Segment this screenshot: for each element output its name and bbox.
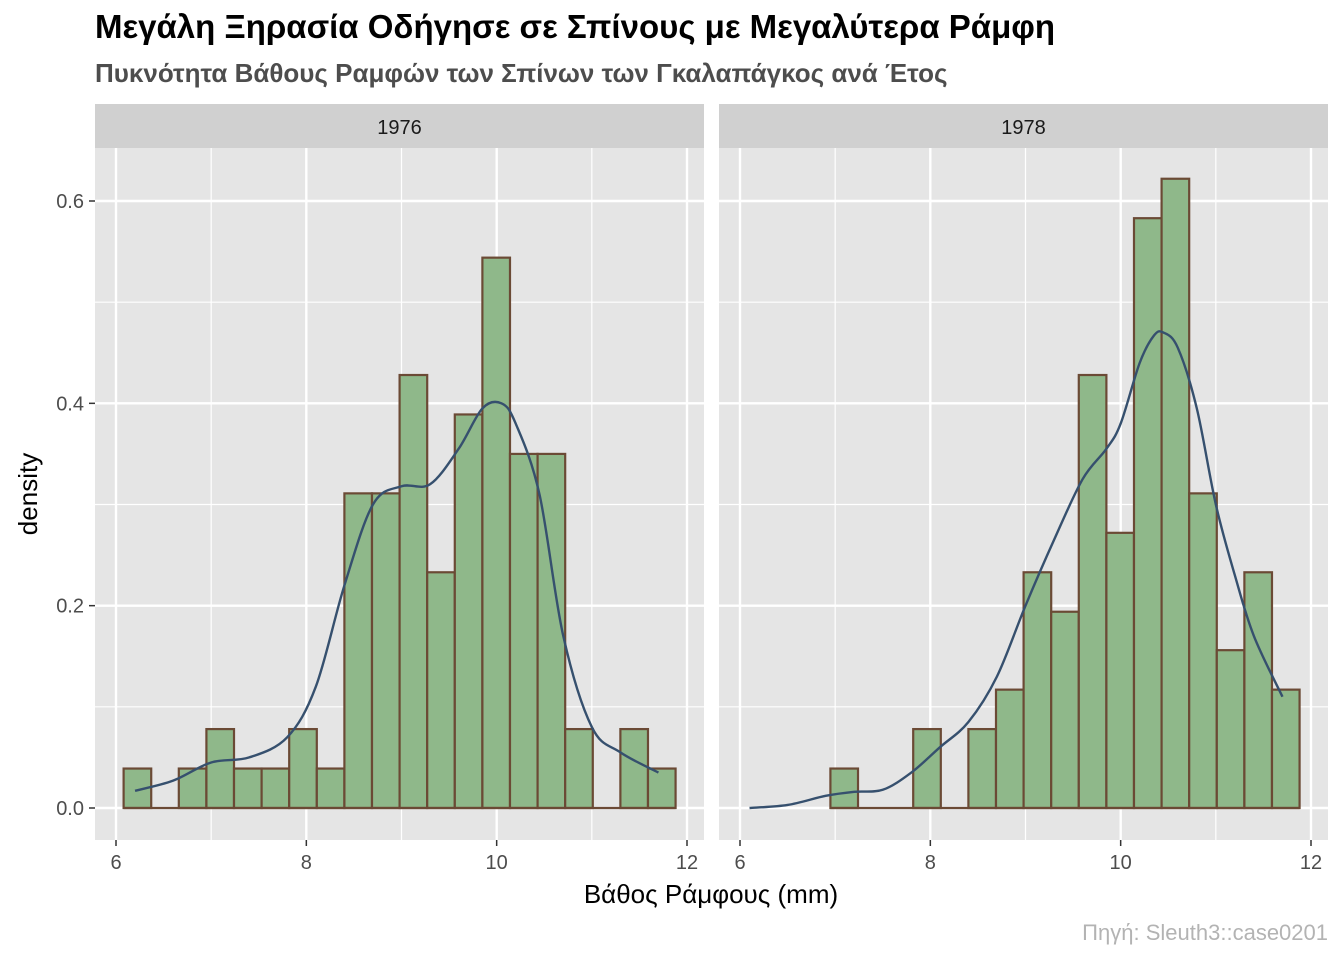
histogram-bars-1978 bbox=[829, 177, 1301, 810]
x-tick-label: 8 bbox=[925, 852, 936, 874]
histogram-bar bbox=[829, 767, 860, 810]
histogram-bars-1976 bbox=[122, 256, 677, 810]
x-tick-label: 12 bbox=[1300, 852, 1322, 874]
histogram-bar bbox=[1270, 688, 1301, 810]
histogram-bar bbox=[288, 727, 318, 810]
chart-title: Μεγάλη Ξηρασία Οδήγησε σε Σπίνους με Μεγ… bbox=[95, 8, 1056, 45]
histogram-bar bbox=[1243, 571, 1274, 810]
y-tick-label: 0.6 bbox=[56, 191, 84, 213]
histogram-bar bbox=[1077, 373, 1108, 810]
histogram-bar bbox=[1105, 531, 1136, 810]
histogram-bar bbox=[1050, 610, 1080, 810]
y-tick-label: 0.0 bbox=[56, 798, 84, 820]
x-axis-label: Βάθος Ράμφους (mm) bbox=[584, 879, 838, 909]
histogram-bar bbox=[564, 727, 594, 810]
histogram-bar bbox=[1132, 217, 1163, 810]
x-tick-label: 12 bbox=[676, 852, 698, 874]
facet-panel-1978: 1978 bbox=[719, 104, 1328, 840]
histogram-bar bbox=[177, 767, 208, 810]
histogram-bar bbox=[481, 256, 512, 810]
histogram-bar bbox=[967, 727, 998, 810]
histogram-bar bbox=[232, 767, 263, 810]
histogram-bar bbox=[1215, 649, 1246, 810]
source-caption: Πηγή: Sleuth3::case0201 bbox=[1082, 920, 1328, 945]
histogram-bar bbox=[453, 413, 484, 810]
histogram-bar bbox=[1160, 177, 1191, 810]
y-axis: 0.0 0.2 0.4 0.6 bbox=[56, 191, 95, 820]
y-tick-label: 0.2 bbox=[56, 596, 84, 618]
facet-label-1976: 1976 bbox=[377, 117, 422, 139]
x-tick-label: 10 bbox=[1110, 852, 1132, 874]
x-tick-label: 10 bbox=[486, 852, 508, 874]
density-curve-1978 bbox=[749, 330, 1284, 810]
histogram-bar bbox=[426, 571, 456, 810]
facet-strip-1976 bbox=[95, 104, 704, 148]
histogram-bar bbox=[994, 688, 1025, 810]
histogram-bar bbox=[1188, 492, 1218, 810]
histogram-bar bbox=[370, 492, 401, 810]
histogram-bar bbox=[205, 727, 236, 810]
density-curve-1976 bbox=[134, 400, 660, 792]
x-tick-label: 8 bbox=[301, 852, 312, 874]
facet-label-1978: 1978 bbox=[1001, 117, 1046, 139]
histogram-bar bbox=[619, 727, 650, 810]
x-axes: 6 8 10 12 6 8 10 12 bbox=[110, 840, 1322, 874]
chart-subtitle: Πυκνότητα Βάθους Ραμφών των Σπίνων των Γ… bbox=[95, 58, 948, 88]
x-tick-label: 6 bbox=[734, 852, 745, 874]
histogram-bar bbox=[1022, 571, 1053, 810]
facet-strip-1978 bbox=[719, 104, 1328, 148]
x-tick-label: 6 bbox=[110, 852, 121, 874]
histogram-bar bbox=[315, 767, 346, 810]
y-tick-label: 0.4 bbox=[56, 393, 84, 415]
histogram-bar bbox=[260, 767, 291, 810]
histogram-bar bbox=[646, 767, 677, 810]
histogram-bar bbox=[398, 373, 429, 810]
histogram-bar bbox=[508, 452, 539, 810]
histogram-bar bbox=[343, 492, 374, 810]
facet-panel-1976: 1976 bbox=[95, 104, 704, 840]
y-axis-label: density bbox=[13, 453, 43, 535]
